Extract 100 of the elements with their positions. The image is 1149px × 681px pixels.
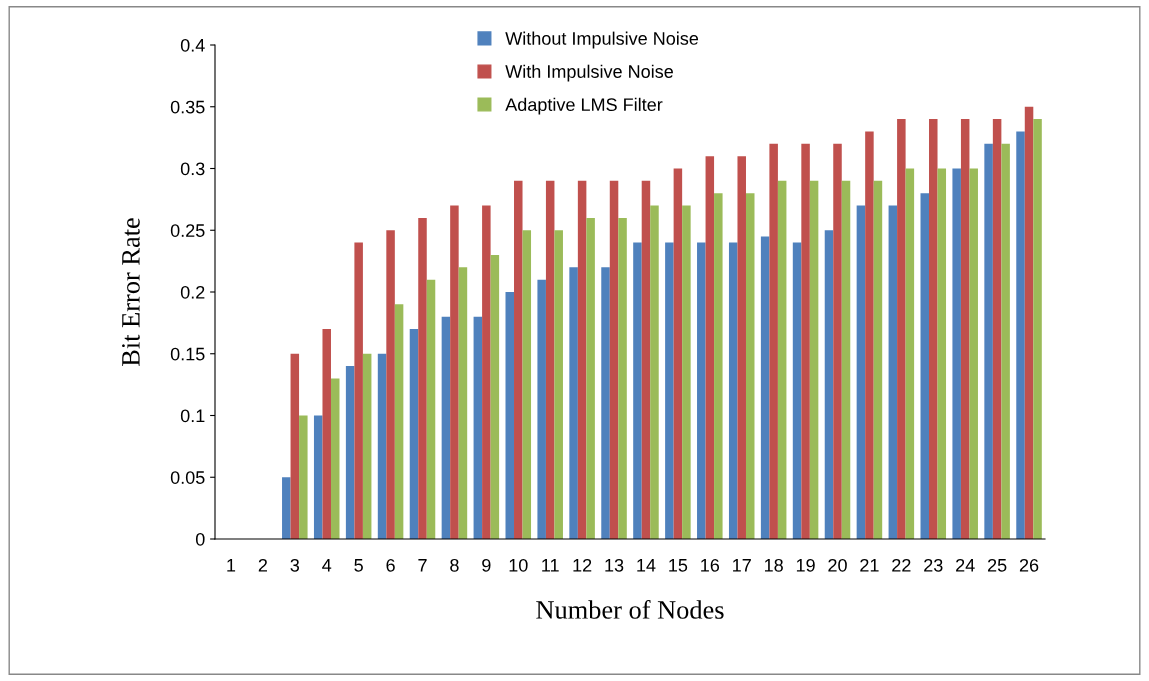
bar [554,230,563,539]
x-tick-label: 24 [956,558,975,572]
bar [330,378,340,539]
x-tick-label: 2 [258,558,267,572]
bar [514,180,523,539]
bar [450,205,459,539]
y-axis-title: Bit Error Rate [122,218,140,366]
bar [282,477,291,539]
bar [290,353,300,539]
x-tick-label: 17 [733,559,751,572]
bar [418,217,427,539]
bar [745,193,755,539]
bar [522,230,532,539]
x-tick-label: 4 [322,559,332,572]
bar [801,143,810,539]
legend-label: With Impulsive Noise [505,64,673,82]
bar [482,205,491,539]
bar [728,242,738,539]
x-tick-label: 19 [796,558,815,572]
bar [865,131,874,539]
bar [673,168,683,539]
bar [441,316,451,539]
bar [345,366,355,539]
x-tick-label: 15 [669,559,688,572]
bar [394,304,404,539]
x-tick-label: 9 [482,558,491,572]
x-tick-label: 14 [637,559,656,572]
y-tick-label: 0.05 [170,471,205,484]
y-tick-label: 0.2 [180,285,205,299]
bar [409,329,419,539]
bar [377,353,387,539]
x-tick-label: 21 [860,558,879,572]
x-tick-label: 5 [354,559,363,572]
legend-label: Without Impulsive Noise [505,31,699,49]
bar [473,316,483,539]
y-tick-label: 0.4 [180,38,205,52]
bar [458,267,468,539]
bar [601,267,610,539]
bar [609,180,619,539]
bar [650,205,659,539]
bar [897,119,906,539]
bar [888,205,898,539]
x-tick-label: 12 [573,558,592,572]
x-tick-label: 25 [987,558,1007,572]
bar [537,279,546,539]
x-tick-label: 7 [418,559,427,572]
bar [992,119,1002,539]
x-tick-label: 3 [290,558,300,572]
bar [682,205,691,539]
bar [777,180,787,539]
bar [1016,131,1025,539]
x-tick-label: 23 [924,558,943,572]
bar [920,193,930,539]
bar [426,279,436,539]
x-tick-label: 6 [386,558,395,572]
bar [873,180,883,539]
bar [737,156,746,539]
x-tick-label: 11 [542,559,559,572]
bar [714,193,723,539]
bar [322,329,331,539]
bar [618,217,627,539]
bar [969,168,978,539]
x-tick-label: 13 [605,558,624,572]
x-tick-label: 26 [1019,558,1039,572]
bar [569,267,578,539]
y-tick-label: 0.15 [170,347,205,361]
bar [505,292,515,539]
bar [856,205,866,539]
y-tick-label: 0.25 [170,224,205,237]
bar [665,242,674,539]
bar [769,143,778,539]
bar [577,180,587,539]
bar [952,168,961,539]
bar [586,217,595,539]
x-tick-label: 1 [227,559,236,572]
x-tick-label: 20 [828,558,847,572]
bar [833,143,842,539]
x-tick-label: 16 [701,558,720,572]
bar [841,180,851,539]
bar [386,230,395,539]
y-tick-label: 0.35 [170,100,205,114]
bar [792,242,802,539]
bar [299,415,308,539]
bar [313,415,323,539]
bar [937,168,947,539]
bar [905,168,915,539]
y-tick-label: 0.3 [180,162,205,176]
bar [824,230,834,539]
bar [354,242,363,539]
bar [633,242,642,539]
y-tick-label: 0.1 [180,409,205,423]
bar [545,180,555,539]
bar [1001,143,1010,539]
bar [760,236,770,539]
y-tick-label: 0 [195,532,205,546]
x-tick-label: 18 [764,558,783,572]
bar [490,254,500,539]
bar [1033,119,1042,539]
x-tick-label: 10 [509,558,528,572]
bar [705,156,715,539]
